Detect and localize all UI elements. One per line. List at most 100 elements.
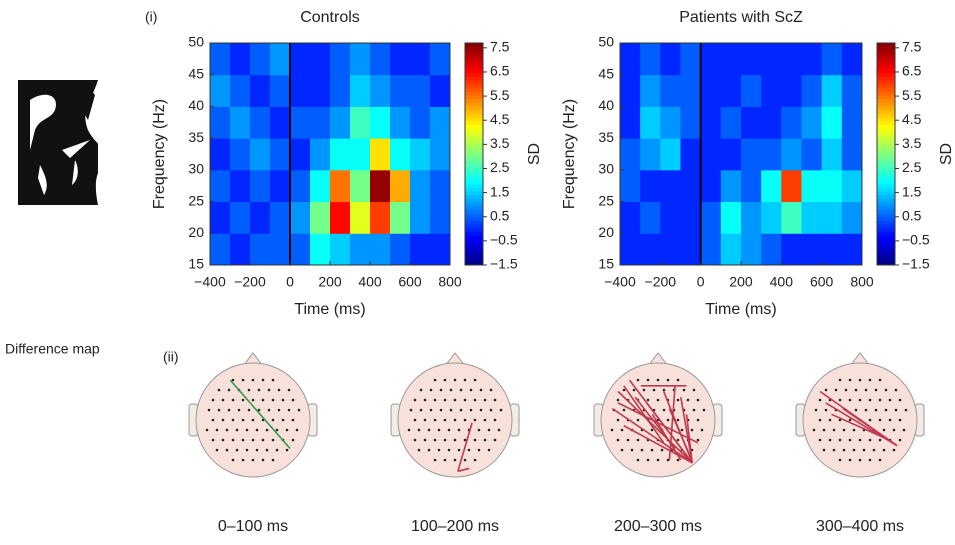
electrode [656,378,660,382]
electrode [231,398,235,402]
x-tick-label: −200 [234,274,266,290]
heatmap-cell [821,201,843,234]
electrode [676,398,680,402]
heatmap-cell [841,74,863,107]
x-tick-label: 600 [810,274,834,290]
colorbar-segment [465,179,483,185]
electrode [447,428,451,432]
electrode [479,388,483,392]
colorbar-segment [465,54,483,59]
electrode [842,448,846,452]
heatmap-cell [390,43,411,76]
electrode [271,418,275,422]
electrode [828,438,832,442]
electrode [692,408,696,412]
heatmap-cell [350,169,371,203]
heatmap-cell [430,201,451,234]
heatmap-cell [290,74,311,107]
electrode [868,438,872,442]
colorbar-segment [877,168,895,173]
heatmap-cell [250,74,271,107]
colorbar-tick-label: −0.5 [902,232,930,248]
heatmap-cell [781,233,802,266]
y-tick-label: 25 [188,192,204,208]
electrode [676,458,680,462]
y-tick-label: 20 [188,224,204,240]
electrode [463,438,467,442]
colorbar-segment [877,183,895,188]
y-tick-label: 15 [188,256,204,272]
heatmap-cell [640,169,661,203]
electrode [868,418,872,422]
electrode [497,428,501,432]
y-tick-label: 30 [188,161,204,177]
electrode [477,448,481,452]
colorbar-segment [465,157,483,162]
colorbar-segment [877,224,895,229]
heatmap-cell [210,138,231,171]
electrode [207,408,211,412]
heatmap-cell [270,74,291,107]
electrode [852,448,856,452]
electrode [463,398,467,402]
heatmap-cell [310,201,331,234]
electrode [894,388,898,392]
electrode [221,438,225,442]
heatmap-cell [370,233,391,266]
electrode [682,388,686,392]
electrode [862,448,866,452]
electrode [676,378,680,382]
x-tick-label: −400 [194,274,226,290]
electrode [275,448,279,452]
colorbar-tick-label: 0.5 [902,207,922,223]
heatmap-cell [720,43,742,76]
colorbar-segment [877,194,895,199]
electrode [251,458,255,462]
colorbar-segment [877,154,895,159]
heatmap-cell [741,43,762,76]
heatmap-cell [700,138,722,171]
electrode [848,398,852,402]
colorbar-segment [465,168,483,173]
colorbar-tick-label: −1.5 [490,256,518,272]
electrode [473,438,477,442]
colorbar-segment [465,235,483,240]
colorbar-segment [465,139,483,144]
colorbar-segment [465,50,483,55]
colorbar-tick-label: 7.5 [490,39,510,55]
x-tick-label: 800 [438,274,462,290]
colorbar-tick-label: 6.5 [902,63,922,79]
colorbar-segment [877,176,895,181]
heatmap-cell [230,169,251,203]
colorbar-segment [877,246,895,251]
electrode [858,458,862,462]
electrode [241,378,245,382]
x-tick-label: 400 [358,274,382,290]
electrode [838,398,842,402]
heatmap-cell [370,74,391,107]
electrode [227,388,231,392]
colorbar-tick-label: −1.5 [902,256,930,272]
heatmap-cell [660,74,681,107]
colorbar-segment [877,113,895,118]
electrode [433,458,437,462]
electrode [868,458,872,462]
electrode [443,378,447,382]
colorbar-segment [877,94,895,99]
electrode [630,448,634,452]
electrode [894,408,898,412]
colorbar-segment [465,120,483,125]
heatmap-cell [390,233,411,266]
heatmap-cell [430,169,451,203]
electrode [267,408,271,412]
x-tick-label: −400 [604,274,636,290]
colorbar-segment [877,128,895,133]
electrode [423,418,427,422]
electrode [652,388,656,392]
colorbar-segment [877,202,895,207]
heatmap-cell [801,43,823,76]
electrode [429,388,433,392]
heatmap-cell [410,74,431,107]
colorbar-tick-label: 0.5 [490,207,510,223]
